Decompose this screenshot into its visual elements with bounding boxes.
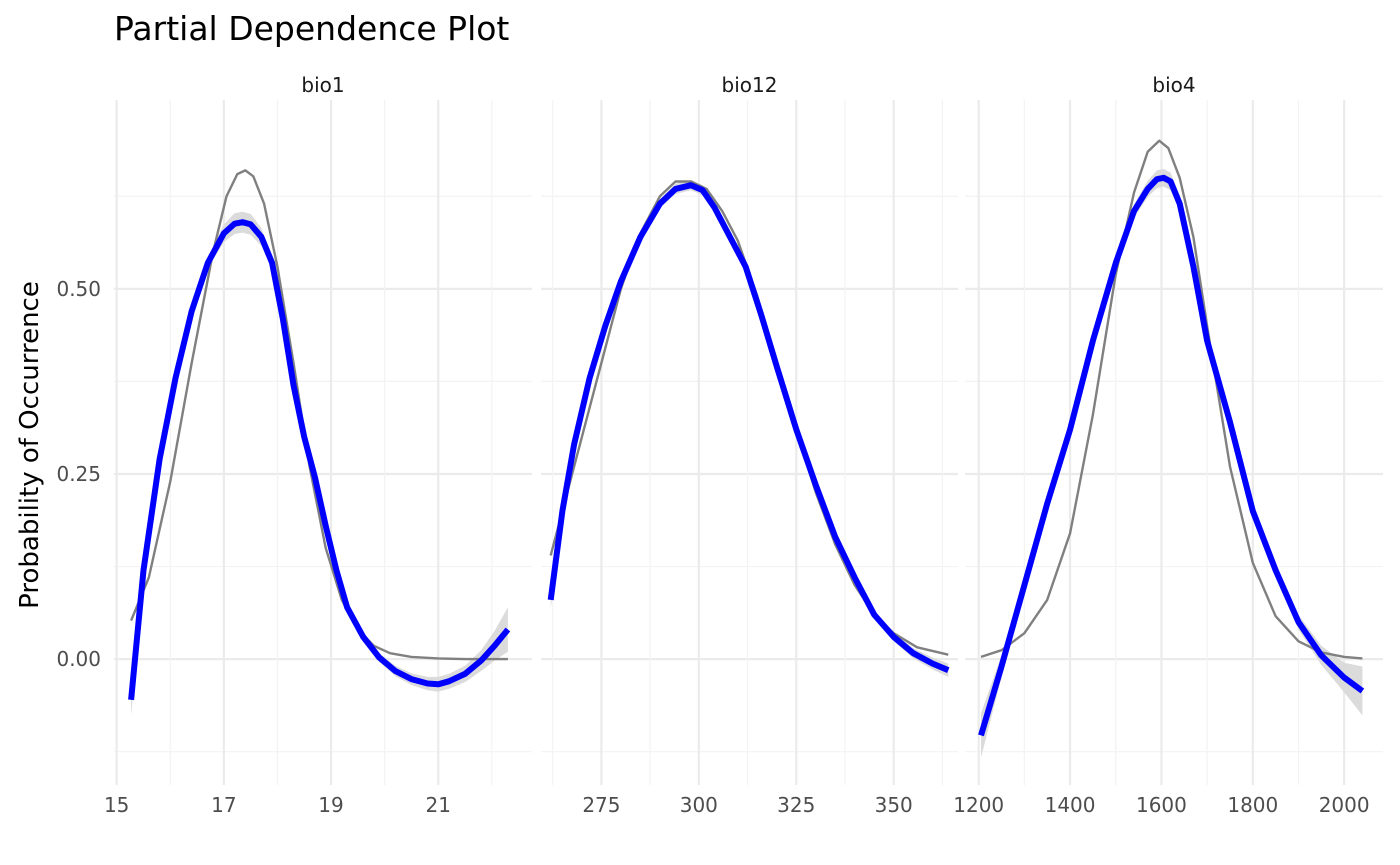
panel-bio1: bio1 15 17 19 21	[104, 73, 532, 817]
y-axis-ticks: 0.00 0.25 0.50	[56, 277, 101, 671]
y-tick-label: 0.00	[56, 647, 101, 671]
x-tick-label: 17	[211, 793, 236, 817]
x-tick-label: 1600	[1136, 793, 1187, 817]
x-tick-label: 21	[425, 793, 450, 817]
smoothed-dependence-line	[978, 174, 1365, 737]
x-tick-label: 15	[104, 793, 129, 817]
y-tick-label: 0.50	[56, 277, 101, 301]
confidence-ribbon	[981, 168, 1363, 758]
facet-label-bio1: bio1	[301, 73, 344, 97]
x-tick-label: 1200	[953, 793, 1004, 817]
raw-dependence-line	[129, 169, 508, 661]
x-tick-label: 300	[680, 793, 718, 817]
x-tick-label: 350	[875, 793, 913, 817]
x-tick-label: 1800	[1227, 793, 1278, 817]
x-tick-label: 275	[582, 793, 620, 817]
facet-panels: bio1 15 17 19 21 bio12 275 300 325 350 bio4 1200 140…	[104, 73, 1383, 817]
confidence-ribbon	[131, 211, 508, 717]
raw-dependence-line	[549, 180, 949, 656]
confidence-ribbon	[550, 180, 949, 677]
smoothed-dependence-line	[128, 219, 511, 701]
x-tick-label: 2000	[1319, 793, 1370, 817]
facet-label-bio12: bio12	[722, 73, 778, 97]
x-tick-label: 325	[777, 793, 815, 817]
panel-bio4: bio4 1200 1400 1600 1800 2000	[953, 73, 1383, 817]
smoothed-dependence-line	[547, 182, 950, 673]
chart-title: Partial Dependence Plot	[114, 9, 509, 48]
y-axis-label: Probability of Occurrence	[15, 281, 45, 609]
raw-dependence-line	[980, 139, 1363, 660]
y-tick-label: 0.25	[56, 462, 101, 486]
panel-bio12: bio12 275 300 325 350	[541, 73, 958, 817]
x-tick-label: 19	[318, 793, 343, 817]
facet-label-bio4: bio4	[1152, 73, 1195, 97]
x-tick-label: 1400	[1045, 793, 1096, 817]
